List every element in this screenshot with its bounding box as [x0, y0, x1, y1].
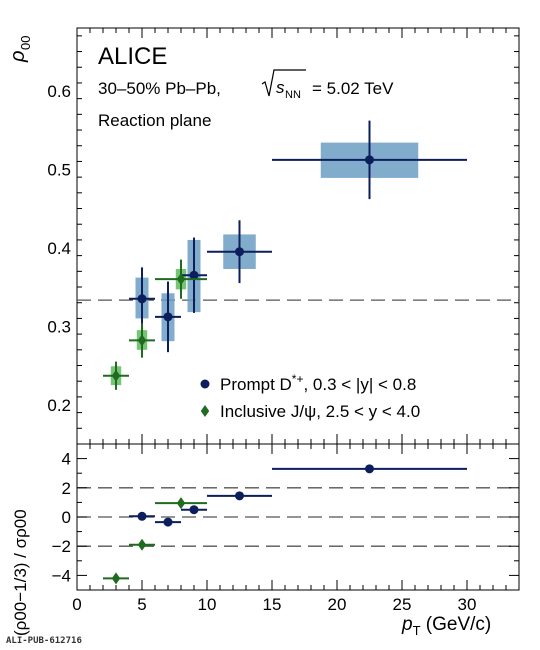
x-axis-label: pT (GeV/c) — [401, 614, 491, 638]
x-tick-label: 30 — [458, 595, 477, 614]
legend-marker-dstar — [200, 379, 210, 389]
y-axis-label-bottom: (ρ00−1/3) / σρ00 — [11, 509, 30, 636]
sqrt-s-sub: NN — [285, 89, 301, 101]
y-tick-label-bottom: −2 — [52, 537, 71, 556]
sig-point-dstar — [163, 517, 173, 527]
y-tick-label-bottom: −4 — [52, 566, 71, 585]
sig-point-jpsi — [137, 538, 147, 551]
publication-id: ALI-PUB-612716 — [6, 636, 82, 646]
data-point-dstar — [235, 247, 244, 257]
energy-label: = 5.02 TeV — [312, 79, 394, 98]
data-point-jpsi — [111, 369, 121, 382]
data-point-dstar — [365, 155, 374, 165]
data-point-dstar — [189, 270, 199, 280]
x-tick-label: 20 — [328, 595, 347, 614]
system-label: 30–50% Pb–Pb, — [98, 79, 221, 98]
sig-point-dstar — [235, 491, 244, 501]
x-tick-label: 0 — [72, 595, 81, 614]
sig-point-jpsi — [176, 497, 186, 510]
data-point-jpsi — [137, 334, 147, 347]
x-tick-label: 25 — [393, 595, 412, 614]
y-tick-label-top: 0.6 — [47, 82, 71, 101]
x-tick-label: 10 — [198, 595, 217, 614]
y-axis-label-top-sub: 00 — [18, 36, 33, 50]
experiment-label: ALICE — [98, 43, 167, 70]
legend-label-dstar: Prompt D*+, 0.3 < |y| < 0.8 — [220, 372, 416, 394]
y-tick-label-bottom: 2 — [62, 479, 71, 498]
data-point-dstar — [137, 294, 147, 304]
data-point-dstar — [163, 312, 173, 322]
sig-point-dstar — [365, 464, 374, 474]
legend-marker-jpsi — [200, 405, 210, 417]
x-tick-label: 5 — [137, 595, 146, 614]
data-point-jpsi — [176, 273, 186, 286]
frame-label: Reaction plane — [98, 111, 211, 130]
y-tick-label-top: 0.5 — [47, 160, 71, 179]
legend-label-jpsi: Inclusive J/ψ, 2.5 < y < 4.0 — [220, 402, 420, 421]
sig-point-dstar — [189, 505, 199, 515]
y-axis-label-top: ρ — [7, 51, 29, 63]
sqrt-s-label: s — [276, 78, 285, 97]
y-tick-label-top: 0.3 — [47, 317, 71, 336]
y-tick-label-top: 0.4 — [47, 239, 71, 258]
sig-point-jpsi — [111, 572, 121, 585]
sqrt-symbol — [261, 69, 306, 97]
sig-point-dstar — [137, 511, 147, 521]
x-tick-label: 15 — [263, 595, 282, 614]
y-tick-label-bottom: 0 — [62, 508, 71, 527]
y-tick-label-bottom: 4 — [62, 450, 71, 469]
y-tick-label-top: 0.2 — [47, 396, 71, 415]
